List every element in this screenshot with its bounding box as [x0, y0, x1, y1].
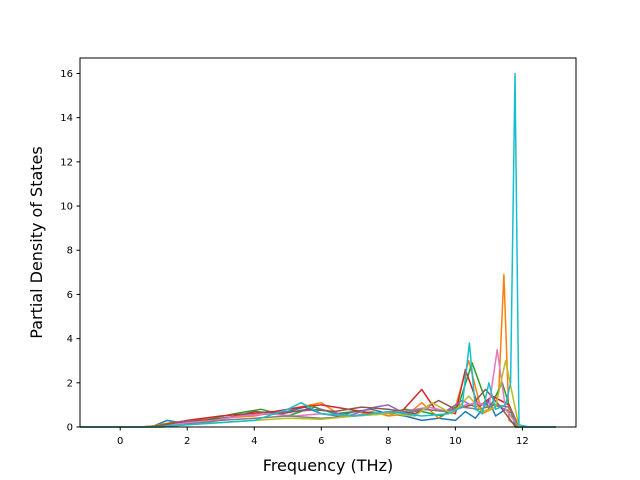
y-axis-label: Partial Density of States [27, 146, 46, 338]
x-tick-label: 4 [251, 436, 257, 447]
x-tick-label: 8 [385, 436, 391, 447]
x-tick-label: 2 [184, 436, 190, 447]
x-tick-label: 0 [117, 436, 123, 447]
x-tick-label: 12 [516, 436, 529, 447]
plot-frame [79, 57, 577, 428]
y-tick-label: 0 [67, 423, 73, 434]
pdos-series-line [80, 72, 556, 428]
y-tick-label: 8 [67, 246, 73, 257]
y-tick-label: 6 [67, 290, 73, 301]
pdos-series-line [80, 388, 556, 428]
y-axis: 0 2 4 6 8 10 12 14 16 [60, 69, 80, 434]
pdos-series-line [80, 348, 556, 428]
y-tick-label: 2 [67, 378, 73, 389]
y-tick-label: 14 [60, 113, 73, 124]
y-tick-label: 16 [60, 69, 73, 80]
y-tick-label: 4 [67, 334, 73, 345]
series-layer [80, 72, 556, 428]
y-tick-label: 12 [60, 157, 73, 168]
x-tick-label: 6 [318, 436, 324, 447]
x-axis-label: Frequency (THz) [263, 456, 393, 475]
x-axis: 0 2 4 6 8 10 12 [117, 427, 529, 447]
x-tick-label: 10 [449, 436, 462, 447]
pdos-series-line [80, 359, 556, 428]
y-tick-label: 10 [60, 202, 73, 213]
